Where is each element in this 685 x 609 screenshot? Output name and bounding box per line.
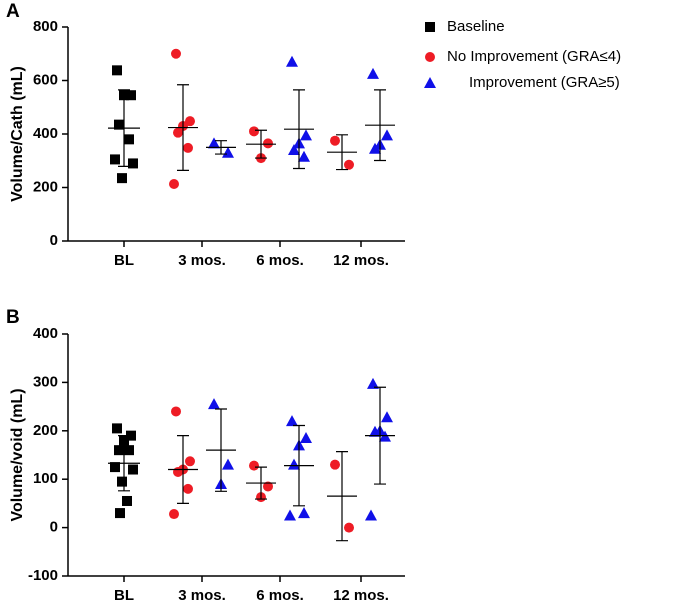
data-point xyxy=(369,142,381,154)
data-point xyxy=(128,464,138,475)
legend-label: Baseline xyxy=(447,18,505,35)
data-point xyxy=(117,476,127,487)
data-point xyxy=(171,406,181,417)
data-point xyxy=(112,65,122,76)
data-point xyxy=(114,445,124,456)
error-bar xyxy=(215,408,227,492)
data-point xyxy=(369,425,381,437)
legend-marker xyxy=(425,52,435,62)
data-point xyxy=(169,179,179,190)
x-tick-label: 6 mos. xyxy=(256,252,304,269)
data-point xyxy=(367,377,379,389)
data-point xyxy=(126,90,136,101)
legend-label: No Improvement (GRA≤4) xyxy=(447,48,621,65)
error-bar xyxy=(293,424,305,507)
x-tick-label: 12 mos. xyxy=(333,252,389,269)
data-point xyxy=(124,445,134,456)
data-point xyxy=(169,509,179,520)
data-point xyxy=(300,129,312,141)
data-point xyxy=(115,508,125,519)
error-bar xyxy=(215,140,227,155)
data-point xyxy=(330,135,340,146)
data-point xyxy=(288,144,300,156)
data-point xyxy=(286,415,298,427)
data-point xyxy=(183,483,193,494)
error-bar xyxy=(336,134,348,171)
y-tick-label: 300 xyxy=(33,373,58,390)
data-point xyxy=(381,129,393,141)
data-point xyxy=(263,481,273,492)
data-point xyxy=(112,423,122,434)
x-tick-label: 3 mos. xyxy=(178,587,226,604)
data-point xyxy=(117,173,127,184)
data-point xyxy=(222,146,234,158)
y-axis-title: Volume/Cath (mL) xyxy=(9,66,26,202)
error-bar xyxy=(255,129,267,159)
data-point xyxy=(286,55,298,67)
data-point xyxy=(288,458,300,470)
data-point xyxy=(208,137,220,149)
error-bar xyxy=(374,89,386,162)
data-point xyxy=(185,116,195,127)
data-point xyxy=(367,67,379,79)
y-tick-label: 400 xyxy=(33,325,58,342)
data-point xyxy=(300,432,312,444)
data-point xyxy=(110,462,120,473)
data-point xyxy=(110,154,120,165)
data-point xyxy=(171,48,181,59)
data-point xyxy=(249,126,259,137)
data-point xyxy=(114,119,124,130)
panel-label: A xyxy=(6,1,20,22)
legend-marker xyxy=(424,77,436,88)
data-point xyxy=(263,138,273,149)
data-point xyxy=(249,460,259,471)
error-bar xyxy=(374,386,386,485)
data-point xyxy=(365,509,377,521)
x-tick-label: BL xyxy=(114,587,134,604)
error-bar xyxy=(177,435,189,504)
legend-label: Improvement (GRA≥5) xyxy=(469,74,620,91)
y-tick-label: 100 xyxy=(33,470,58,487)
data-point xyxy=(208,398,220,410)
data-point xyxy=(173,127,183,138)
y-tick-label: 400 xyxy=(33,125,58,142)
data-point xyxy=(381,411,393,423)
data-point xyxy=(122,495,132,506)
x-tick-label: BL xyxy=(114,252,134,269)
data-point xyxy=(298,507,310,519)
data-point xyxy=(124,134,134,145)
data-point xyxy=(173,466,183,477)
y-tick-label: -100 xyxy=(28,567,58,584)
y-tick-label: 0 xyxy=(50,232,58,249)
data-point xyxy=(126,430,136,441)
data-point xyxy=(284,509,296,521)
data-point xyxy=(344,522,354,533)
error-bar xyxy=(255,466,267,500)
y-axis-title: Volume/void (mL) xyxy=(9,388,26,521)
y-tick-label: 200 xyxy=(33,178,58,195)
error-bar xyxy=(118,89,130,167)
data-point xyxy=(183,142,193,153)
y-tick-label: 0 xyxy=(50,519,58,536)
data-point xyxy=(185,456,195,467)
x-tick-label: 12 mos. xyxy=(333,587,389,604)
legend-marker xyxy=(425,22,435,32)
x-tick-label: 3 mos. xyxy=(178,252,226,269)
data-point xyxy=(128,158,138,169)
y-tick-label: 600 xyxy=(33,71,58,88)
y-tick-label: 800 xyxy=(33,18,58,35)
error-bar xyxy=(118,435,130,492)
data-point xyxy=(330,459,340,470)
data-point xyxy=(298,150,310,162)
error-bar xyxy=(177,84,189,171)
x-tick-label: 6 mos. xyxy=(256,587,304,604)
data-point xyxy=(222,458,234,470)
error-bar xyxy=(293,89,305,170)
y-tick-label: 200 xyxy=(33,422,58,439)
error-bar xyxy=(336,451,348,542)
panel-label: B xyxy=(6,307,20,328)
data-point xyxy=(344,159,354,170)
